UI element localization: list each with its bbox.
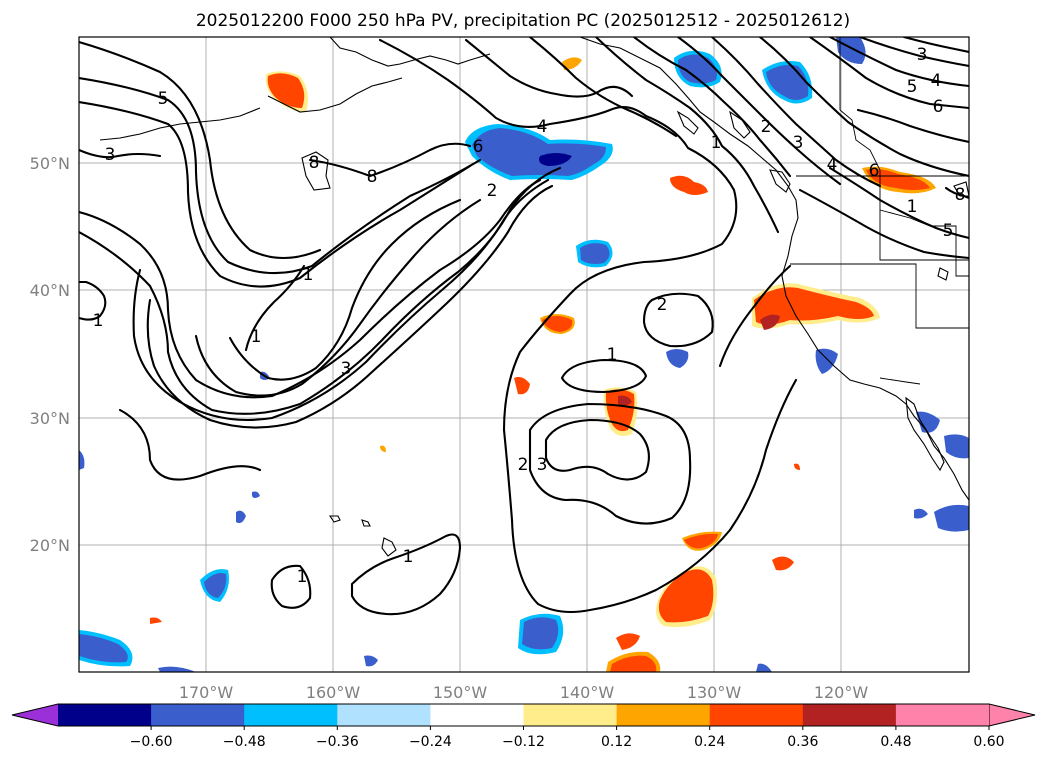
colorbar-tick-label: 0.48 <box>880 734 911 750</box>
neg-blob-baja-1 <box>916 411 940 433</box>
colorbar-segment <box>802 704 897 726</box>
colorbar-segment <box>244 704 338 726</box>
contour-label: 2 <box>518 455 529 475</box>
colorbar-tick-label: −0.36 <box>316 734 359 750</box>
contour-labels: 5 3 8 8 6 4 2 1 1 1 3 2 1 2 3 1 1 2 3 4 … <box>93 45 966 587</box>
contour-label: 1 <box>93 311 104 331</box>
contour-label: 1 <box>711 133 722 153</box>
lon-label: 160°W <box>306 683 361 702</box>
contour-label: 3 <box>341 359 352 379</box>
colorbar-tick-label: 0.24 <box>694 734 725 750</box>
colorbar-tick-label: −0.12 <box>502 734 545 750</box>
contour-label: 4 <box>827 155 838 175</box>
colorbar-segment <box>895 704 990 726</box>
contour-label: 1 <box>907 197 918 217</box>
neg-blob-california <box>815 348 838 374</box>
colorbar-segment <box>58 704 152 726</box>
precip-negative-shading <box>79 37 969 672</box>
contour-label: 3 <box>917 45 928 65</box>
colorbar-tick-label: 0.12 <box>601 734 632 750</box>
neg-blob-bottom-right <box>756 663 772 672</box>
colorbar-max-extension <box>989 704 1035 726</box>
contour-label: 3 <box>105 145 116 165</box>
lat-label: 40°N <box>30 281 70 300</box>
colorbar-segment <box>151 704 245 726</box>
colorbar-tick-label: −0.48 <box>223 734 266 750</box>
neg-blob-south-2 <box>364 655 378 667</box>
pos-blob-central-3 <box>514 376 530 395</box>
pos-blob-tiny-3 <box>794 463 800 470</box>
colorbar-segment <box>616 704 711 726</box>
neg-blob-hawaii-w2 <box>236 510 246 524</box>
lon-label: 120°W <box>814 683 869 702</box>
lon-label: 170°W <box>179 683 234 702</box>
lat-label: 30°N <box>30 409 70 428</box>
contour-label: 5 <box>907 77 918 97</box>
pos-blob-tiny-1 <box>150 617 162 624</box>
pos-blob-south-3 <box>772 556 794 571</box>
contour-label: 3 <box>793 133 804 153</box>
lon-label: 140°W <box>560 683 615 702</box>
pos-blob-gulf-small <box>670 175 708 195</box>
contour-label: 6 <box>933 97 944 117</box>
neg-blob-mexico <box>934 504 969 532</box>
colorbar-tick-label: −0.24 <box>409 734 452 750</box>
contour-label: 5 <box>943 221 954 241</box>
colorbar-segment <box>523 704 618 726</box>
colorbar-segment <box>989 704 990 726</box>
colorbar-tick-label: −0.60 <box>130 734 173 750</box>
precip-positive-shading <box>150 57 936 672</box>
colorbar-segment <box>430 704 524 726</box>
contour-label: 1 <box>403 547 414 567</box>
neg-blob-west-small <box>79 450 85 470</box>
contour-label: 8 <box>955 185 966 205</box>
pos-blob-tiny-2 <box>380 445 386 452</box>
longitude-labels: 170°W 160°W 150°W 140°W 130°W 120°W <box>179 683 869 702</box>
latitude-labels: 50°N 40°N 30°N 20°N <box>30 154 70 555</box>
map-area: 5 3 8 8 6 4 2 1 1 1 3 2 1 2 3 1 1 2 3 4 … <box>79 37 969 672</box>
map-frame <box>78 36 970 673</box>
figure-title: 2025012200 F000 250 hPa PV, precipitatio… <box>196 11 850 31</box>
neg-blob-small-e <box>914 508 928 519</box>
contour-label: 4 <box>931 71 942 91</box>
colorbar-segment <box>337 704 431 726</box>
neg-blob-tiny-1 <box>252 491 260 498</box>
pos-blob-small-ne <box>562 57 582 70</box>
contour-label: 2 <box>487 181 498 201</box>
colorbar: −0.60 −0.48 −0.36 −0.24 −0.12 0.12 0.24 0.36 0.4… <box>11 703 1036 750</box>
colorbar-tick-label: 0.60 <box>973 734 1004 750</box>
contour-label: 5 <box>158 89 169 109</box>
colorbar-segment <box>709 704 804 726</box>
neg-blob-south-3 <box>158 666 196 672</box>
contour-label: 1 <box>297 567 308 587</box>
neg-blob-baja-2 <box>944 434 969 459</box>
lon-label: 130°W <box>687 683 742 702</box>
neg-blob-mid-pacific-2 <box>666 349 689 368</box>
contour-label: 8 <box>309 153 320 173</box>
contour-label: 1 <box>607 345 618 365</box>
contour-label: 2 <box>657 295 668 315</box>
pv-contours <box>79 37 969 616</box>
colorbar-min-extension <box>12 704 58 726</box>
contour-label: 1 <box>251 327 262 347</box>
pos-blob-south-5 <box>616 633 640 650</box>
contour-label: 8 <box>367 167 378 187</box>
contour-label: 4 <box>537 117 548 137</box>
contour-label: 2 <box>761 117 772 137</box>
contour-label: 6 <box>473 137 484 157</box>
lat-label: 20°N <box>30 536 70 555</box>
coastlines <box>99 37 969 557</box>
lat-label: 50°N <box>30 154 70 173</box>
contour-label: 1 <box>303 265 314 285</box>
political-borders <box>790 37 969 385</box>
lon-label: 150°W <box>433 683 488 702</box>
contour-label: 3 <box>537 455 548 475</box>
contour-label: 6 <box>869 161 880 181</box>
colorbar-tick-label: 0.36 <box>787 734 818 750</box>
